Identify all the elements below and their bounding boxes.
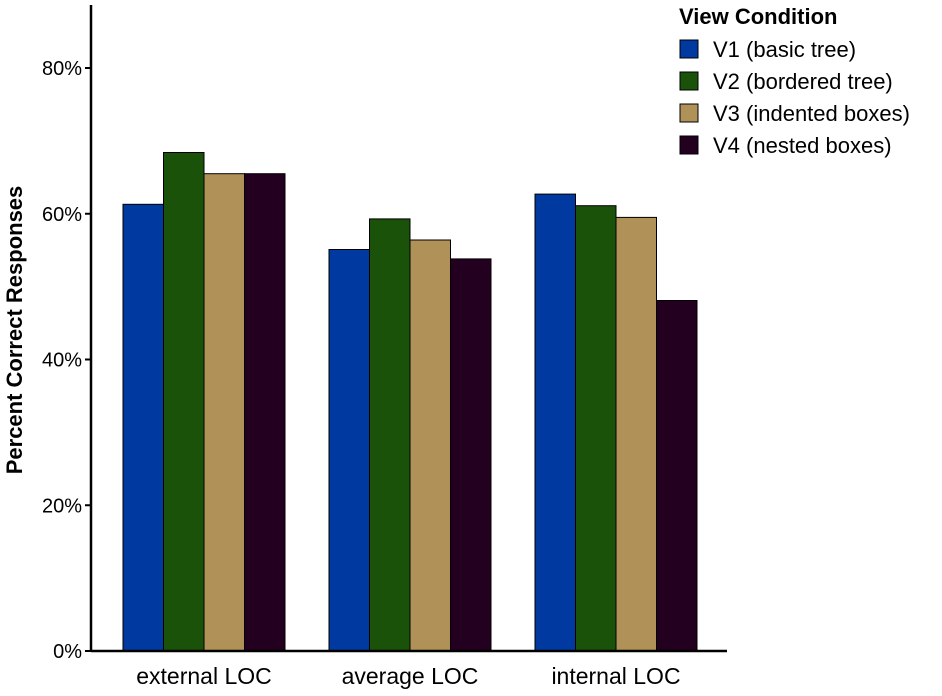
legend-swatch-4 <box>679 135 699 155</box>
legend-label-3: V3 (indented boxes) <box>713 101 910 126</box>
bar-3-1 <box>203 173 245 652</box>
legend-label-2: V2 (bordered tree) <box>713 69 893 94</box>
axes <box>89 5 727 653</box>
legend-swatch-1 <box>679 39 699 59</box>
y-tick-label-2: 20% <box>42 495 82 517</box>
legend-label-4: V4 (nested boxes) <box>713 133 892 158</box>
bar-4-2 <box>450 258 492 652</box>
y-tick-label-3: 40% <box>42 350 82 372</box>
bar-4-1 <box>244 173 286 652</box>
x-category-label-1: external LOC <box>136 663 272 689</box>
bar-2-2 <box>369 218 411 652</box>
legend-title: View Condition <box>679 4 837 29</box>
y-tick-label-1: 0% <box>53 641 82 663</box>
legend-swatch-2 <box>679 71 699 91</box>
bar-2-1 <box>163 152 205 652</box>
y-tick-label-5: 80% <box>42 58 82 80</box>
legend-label-1: V1 (basic tree) <box>713 37 856 62</box>
bar-3-2 <box>409 239 451 652</box>
bar-1-3 <box>534 193 576 652</box>
legend-items: V1 (basic tree) V2 (bordered tree) V3 (ind… <box>679 37 910 158</box>
x-category-label-3: internal LOC <box>551 663 680 689</box>
bar-1-2 <box>328 249 370 652</box>
bar-4-3 <box>656 300 698 652</box>
x-category-labels: external LOC average LOC internal LOC <box>136 663 680 689</box>
bar-1-1 <box>122 203 164 652</box>
bar-2-3 <box>575 205 617 652</box>
legend-swatch-3 <box>679 103 699 123</box>
y-ticks: 0% 20% 40% 60% 80% <box>42 58 91 663</box>
y-tick-label-4: 60% <box>42 204 82 226</box>
legend: View Condition V1 (basic tree) V2 (border… <box>679 4 910 158</box>
y-axis-label: Percent Correct Responses <box>2 186 27 475</box>
bar-3-3 <box>615 216 657 652</box>
bars <box>122 152 698 652</box>
x-category-label-2: average LOC <box>342 663 479 689</box>
